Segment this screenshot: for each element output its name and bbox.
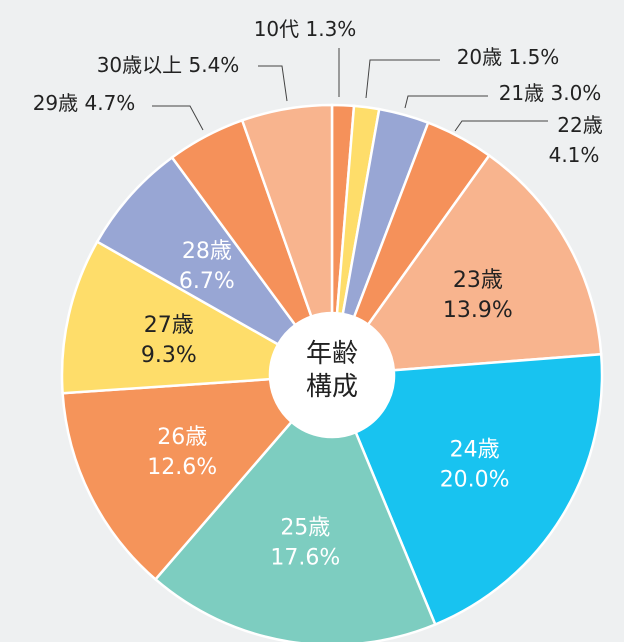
leader-lines: [152, 48, 548, 132]
slice-name-label-4: 23歳: [453, 268, 503, 293]
slice-name-label-10: 29歳 4.7%: [33, 91, 136, 115]
pie-slice-7: [61, 377, 294, 582]
slice-value-label-9: 6.7%: [179, 269, 235, 294]
slice-name-label-0: 10代 1.3%: [254, 17, 357, 41]
slice-name-label-7: 26歳: [157, 425, 207, 450]
slice-name-11: 30歳以上: [97, 53, 189, 77]
slice-name-label-6: 25歳: [280, 515, 330, 540]
pie-slices: [60, 103, 604, 642]
slice-name-label-3: 22歳: [557, 113, 602, 137]
leader-line-1: [365, 59, 440, 99]
slice-value-label-4: 13.9%: [443, 298, 513, 323]
slice-value-label-1: 1.5%: [509, 45, 560, 69]
slice-value-label-8: 9.3%: [141, 343, 197, 368]
center-label-line-2: 構成: [306, 372, 358, 402]
slice-name-0: 10代: [254, 17, 306, 41]
slice-value-label-11: 5.4%: [189, 53, 240, 77]
slice-value-label-5: 20.0%: [440, 468, 510, 493]
center-label-line-1: 年齢: [306, 339, 358, 369]
leader-line-3: [454, 120, 548, 132]
leader-line-11: [258, 65, 288, 102]
slice-name-label-2: 21歳 3.0%: [499, 81, 602, 105]
slice-name-2: 21歳: [499, 81, 551, 105]
slice-name-label-1: 20歳 1.5%: [457, 45, 560, 69]
slice-value-label-6: 17.6%: [270, 545, 340, 570]
leader-line-2: [404, 95, 488, 109]
slice-value-label-2: 3.0%: [551, 81, 602, 105]
slice-value-label-0: 1.3%: [306, 17, 357, 41]
slice-name-1: 20歳: [457, 45, 509, 69]
slice-name-label-9: 28歳: [182, 239, 232, 264]
center-circle: [270, 313, 394, 437]
center-hole: 年齢 構成: [270, 313, 394, 437]
leader-line-10: [152, 105, 204, 131]
slice-labels: 10代 1.3% 20歳 1.5% 21歳 3.0% 22歳 4.1% 23歳 13.9% 2…: [33, 17, 603, 570]
slice-value-label-7: 12.6%: [147, 455, 217, 480]
slice-value-label-10: 4.7%: [85, 91, 136, 115]
slice-name-label-5: 24歳: [450, 438, 500, 463]
slice-name-10: 29歳: [33, 91, 85, 115]
slice-name-label-11: 30歳以上 5.4%: [97, 53, 240, 77]
slice-value-label-3: 4.1%: [549, 143, 600, 167]
slice-name-label-8: 27歳: [144, 313, 194, 338]
